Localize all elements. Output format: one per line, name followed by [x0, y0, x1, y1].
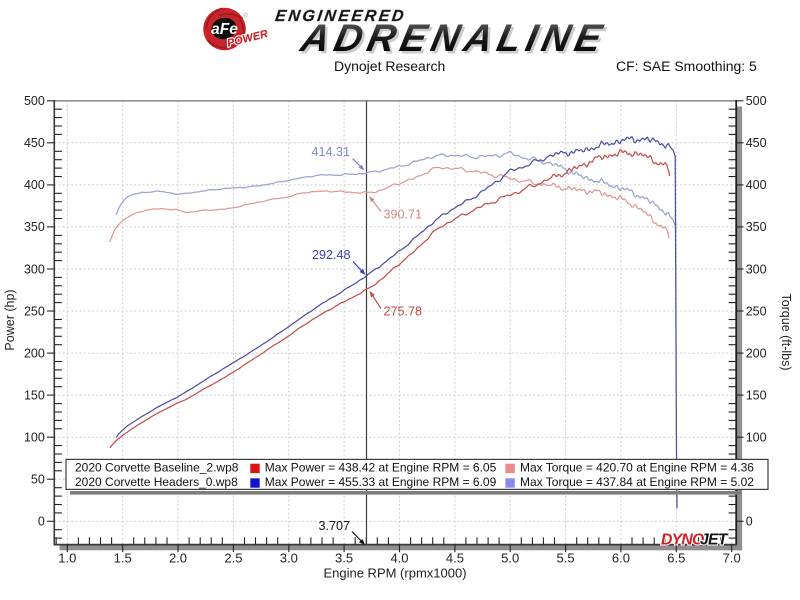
- svg-text:3.0: 3.0: [280, 551, 298, 566]
- svg-text:4.5: 4.5: [446, 551, 464, 566]
- svg-text:Engine RPM (rpmx1000): Engine RPM (rpmx1000): [323, 566, 466, 581]
- svg-text:Max Power = 455.33 at Engine R: Max Power = 455.33 at Engine RPM = 6.09: [265, 475, 497, 489]
- svg-text:7.0: 7.0: [723, 551, 741, 566]
- svg-text:ADRENALINE: ADRENALINE: [299, 20, 613, 63]
- svg-text:ADRENALINE: ADRENALINE: [296, 17, 610, 60]
- svg-text:250: 250: [24, 304, 45, 318]
- svg-text:292.48: 292.48: [312, 248, 351, 262]
- svg-text:500: 500: [24, 94, 45, 108]
- svg-text:1.0: 1.0: [58, 551, 76, 566]
- svg-text:450: 450: [746, 136, 767, 150]
- svg-text:JET: JET: [700, 531, 729, 548]
- svg-text:ENGINEERED: ENGINEERED: [274, 7, 407, 25]
- svg-text:275.78: 275.78: [384, 305, 423, 319]
- svg-text:Max Torque = 420.70 at Engine: Max Torque = 420.70 at Engine RPM = 4.36: [520, 460, 754, 474]
- svg-text:150: 150: [24, 388, 45, 402]
- svg-text:DYNO: DYNO: [661, 531, 705, 548]
- svg-text:Torque (ft-lbs): Torque (ft-lbs): [779, 293, 793, 370]
- svg-text:300: 300: [746, 262, 767, 276]
- svg-text:150: 150: [746, 388, 767, 402]
- svg-text:6.5: 6.5: [667, 551, 685, 566]
- svg-text:1.5: 1.5: [114, 551, 132, 566]
- svg-text:®: ®: [243, 13, 248, 20]
- svg-text:CF: SAE Smoothing: 5: CF: SAE Smoothing: 5: [616, 58, 757, 74]
- svg-text:350: 350: [24, 220, 45, 234]
- svg-text:400: 400: [746, 178, 767, 192]
- svg-text:450: 450: [24, 136, 45, 150]
- svg-text:Max Torque = 437.84 at Engine: Max Torque = 437.84 at Engine RPM = 5.02: [520, 475, 754, 489]
- svg-text:390.71: 390.71: [384, 208, 423, 222]
- svg-text:aFe: aFe: [211, 21, 238, 38]
- svg-text:250: 250: [746, 304, 767, 318]
- svg-text:500: 500: [746, 94, 767, 108]
- svg-text:2020 Corvette Headers_0.wp8: 2020 Corvette Headers_0.wp8: [75, 475, 238, 489]
- svg-text:100: 100: [746, 431, 767, 445]
- svg-text:5.0: 5.0: [501, 551, 519, 566]
- svg-text:400: 400: [24, 178, 45, 192]
- svg-text:50: 50: [31, 473, 45, 487]
- svg-text:414.31: 414.31: [311, 145, 350, 159]
- svg-text:6.0: 6.0: [612, 551, 630, 566]
- svg-text:4.0: 4.0: [390, 551, 408, 566]
- svg-text:5.5: 5.5: [557, 551, 575, 566]
- svg-text:2.5: 2.5: [224, 551, 242, 566]
- svg-text:300: 300: [24, 262, 45, 276]
- svg-text:Max Power = 438.42 at Engine R: Max Power = 438.42 at Engine RPM = 6.05: [265, 460, 497, 474]
- svg-text:0: 0: [746, 515, 753, 529]
- svg-text:3.707: 3.707: [318, 519, 350, 533]
- svg-text:350: 350: [746, 220, 767, 234]
- svg-text:3.5: 3.5: [335, 551, 353, 566]
- svg-text:2020 Corvette Baseline_2.wp8: 2020 Corvette Baseline_2.wp8: [75, 460, 239, 474]
- svg-text:2.0: 2.0: [169, 551, 187, 566]
- svg-text:200: 200: [24, 346, 45, 360]
- svg-text:0: 0: [38, 515, 45, 529]
- svg-text:Dynojet Research: Dynojet Research: [334, 58, 445, 74]
- svg-text:Power (hp): Power (hp): [3, 289, 17, 350]
- svg-text:100: 100: [24, 431, 45, 445]
- svg-text:200: 200: [746, 346, 767, 360]
